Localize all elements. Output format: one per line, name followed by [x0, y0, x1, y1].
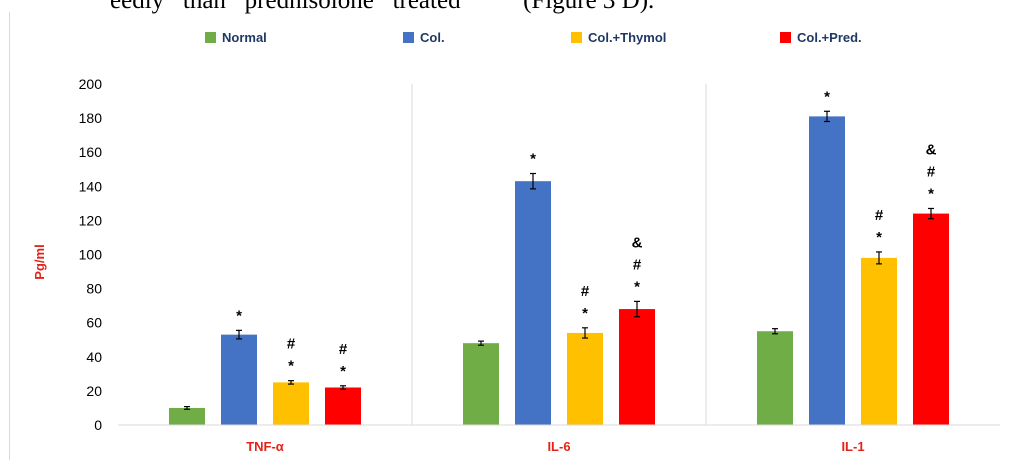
x-category-label-0: TNF-α — [246, 439, 284, 454]
legend-swatch-0 — [205, 32, 216, 43]
y-tick-label-2: 40 — [86, 349, 102, 365]
y-tick-label-0: 0 — [94, 417, 102, 433]
bar-2-3 — [913, 213, 949, 425]
annotation-1-3-2: * — [634, 278, 640, 295]
bar-1-3 — [619, 309, 655, 425]
significance-annotations: * # * # * * # * & # * * # * & # * — [236, 88, 937, 380]
legend-label-0: Normal — [222, 30, 267, 45]
category-separators — [411, 84, 707, 425]
y-tick-label-1: 20 — [86, 383, 102, 399]
body-text-fragment: eedly than prednisolone treated (Figure … — [110, 0, 655, 14]
legend-label-1: Col. — [420, 30, 445, 45]
bar-0-1 — [221, 334, 257, 425]
annotation-2-3-2: * — [928, 185, 934, 202]
x-axis: TNF-α IL-6 IL-1 — [118, 424, 1000, 454]
annotation-1-3-0: & — [632, 234, 643, 251]
annotation-2-2-0: # — [875, 207, 884, 224]
annotation-0-2-0: # — [287, 336, 296, 353]
y-tick-label-9: 180 — [79, 110, 103, 126]
y-tick-label-4: 80 — [86, 281, 102, 297]
bar-1-1 — [515, 181, 551, 425]
bar-0-3 — [325, 387, 361, 425]
y-tick-label-3: 60 — [86, 315, 102, 331]
annotation-2-3-0: & — [926, 141, 937, 158]
legend-swatch-3 — [780, 32, 791, 43]
bar-2-1 — [809, 116, 845, 426]
bar-2-0 — [757, 331, 793, 425]
annotation-0-3-1: * — [340, 363, 346, 380]
legend-swatch-2 — [571, 32, 582, 43]
annotation-2-3-1: # — [927, 163, 936, 180]
legend-label-2: Col.+Thymol — [588, 30, 666, 45]
y-tick-label-7: 140 — [79, 178, 103, 194]
error-bars — [184, 110, 934, 410]
page-border — [9, 12, 10, 460]
annotation-0-1-0: * — [236, 307, 242, 324]
annotation-1-3-1: # — [633, 256, 642, 273]
bar-0-2 — [273, 382, 309, 425]
legend: Normal Col. Col.+Thymol Col.+Pred. — [205, 30, 862, 45]
y-axis: 0 20 40 60 80 100 120 140 160 180 200 — [79, 76, 103, 433]
y-axis-label: Pg/ml — [32, 244, 47, 279]
bar-0-0 — [169, 407, 205, 425]
y-tick-label-5: 100 — [79, 247, 103, 263]
y-tick-label-10: 200 — [79, 76, 103, 92]
y-tick-label-8: 160 — [79, 144, 103, 160]
legend-swatch-1 — [403, 32, 414, 43]
bar-1-0 — [463, 343, 499, 425]
x-category-label-1: IL-6 — [547, 439, 570, 454]
annotation-0-3-0: # — [339, 341, 348, 358]
annotation-1-2-1: * — [582, 305, 588, 322]
bar-2-2 — [861, 257, 897, 425]
legend-label-3: Col.+Pred. — [797, 30, 862, 45]
annotation-0-2-1: * — [288, 358, 294, 375]
annotation-1-1-0: * — [530, 151, 536, 168]
y-tick-label-6: 120 — [79, 212, 103, 228]
bar-1-2 — [567, 332, 603, 425]
x-category-label-2: IL-1 — [841, 439, 864, 454]
annotation-2-2-1: * — [876, 229, 882, 246]
bars — [169, 116, 949, 426]
annotation-2-1-0: * — [824, 88, 830, 105]
annotation-1-2-0: # — [581, 283, 590, 300]
